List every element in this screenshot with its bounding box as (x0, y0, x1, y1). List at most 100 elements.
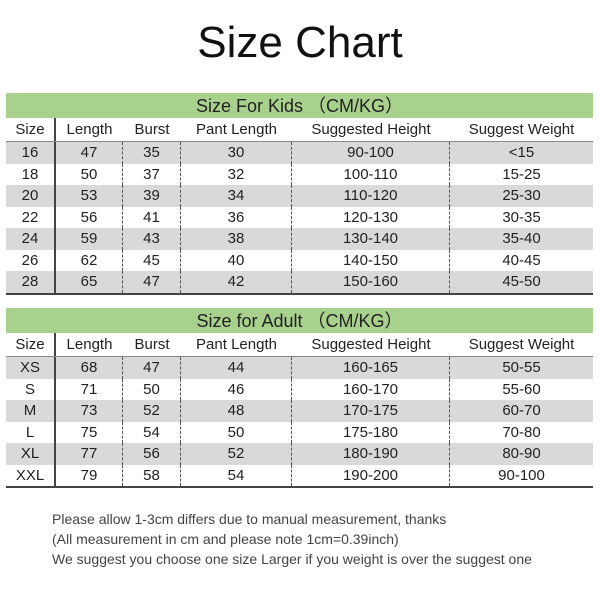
table-cell: 50 (123, 378, 181, 400)
table-row: S 71 50 46 160-170 55-60 (6, 378, 593, 400)
adult-table-banner: Size for Adult （CM/KG） (6, 308, 593, 333)
table-cell: S (6, 378, 56, 400)
table-cell: 55-60 (502, 380, 541, 398)
table-cell: 70-80 (502, 423, 541, 441)
column-header: Burst (134, 121, 170, 138)
table-row: L 75 54 50 175-180 70-80 (6, 421, 593, 443)
table-cell: 79 (56, 464, 123, 486)
table-cell: 120-130 (292, 206, 450, 228)
column-header: Length (66, 336, 113, 353)
table-cell: 52 (123, 400, 181, 422)
table-cell: 22 (6, 206, 56, 228)
table-cell: 80-90 (502, 445, 541, 462)
table-cell: 53 (56, 185, 123, 207)
table-cell: 45 (123, 249, 181, 271)
note-line: We suggest you choose one size Larger if… (52, 551, 532, 567)
column-header: Length (66, 121, 113, 138)
table-cell: 15-25 (502, 165, 541, 183)
kids-table-banner: Size For Kids （CM/KG） (6, 93, 593, 118)
table-cell: 50 (181, 421, 292, 443)
table-cell: 36 (181, 206, 292, 228)
table-cell: XS (6, 357, 56, 379)
table-cell: 48 (181, 400, 292, 422)
table-cell: 16 (6, 142, 56, 164)
table-cell: 180-190 (292, 443, 450, 465)
table-row: 20 53 39 34 110-120 25-30 (6, 185, 593, 207)
table-cell: 32 (181, 163, 292, 185)
table-cell: 170-175 (292, 400, 450, 422)
table-cell: 75 (56, 421, 123, 443)
table-cell: 46 (181, 378, 292, 400)
table-cell: 37 (123, 163, 181, 185)
table-cell: 62 (56, 249, 123, 271)
table-cell: 77 (56, 443, 123, 465)
table-cell: 24 (6, 228, 56, 250)
table-cell: 150-160 (292, 271, 450, 293)
table-cell: 25-30 (502, 187, 541, 204)
table-row: 28 65 47 42 150-160 45-50 (6, 271, 593, 293)
table-row: M 73 52 48 170-175 60-70 (6, 400, 593, 422)
table-cell: 47 (123, 271, 181, 293)
table-cell: 40-45 (502, 251, 541, 269)
table-row: XS 68 47 44 160-165 50-55 (6, 357, 593, 379)
table-cell: 65 (56, 271, 123, 293)
table-row: 26 62 45 40 140-150 40-45 (6, 249, 593, 271)
table-cell: XXL (6, 464, 56, 486)
column-header: Suggested Height (311, 121, 431, 138)
table-cell: M (6, 400, 56, 422)
header-row: Size Length Burst Pant Length Suggested Heig… (6, 333, 593, 357)
table-cell: 175-180 (292, 421, 450, 443)
table-cell: 73 (56, 400, 123, 422)
note-line: Please allow 1-3cm differs due to manual… (52, 511, 447, 527)
header-row: Size Length Burst Pant Length Suggested Heig… (6, 118, 593, 142)
table-cell: 39 (123, 185, 181, 207)
table-cell: 47 (123, 357, 181, 379)
column-header: Suggest Weight (468, 336, 575, 353)
table-cell: 35-40 (502, 230, 541, 247)
table-cell: 43 (123, 228, 181, 250)
table-cell: 45-50 (502, 273, 541, 290)
column-header: Size (6, 118, 56, 141)
table-cell: 90-100 (498, 466, 545, 484)
column-header: Size (6, 333, 56, 356)
table-cell: 42 (181, 271, 292, 293)
table-cell: 38 (181, 228, 292, 250)
table-row: XXL 79 58 54 190-200 90-100 (6, 464, 593, 486)
table-cell: 56 (56, 206, 123, 228)
table-cell: 130-140 (292, 228, 450, 250)
table-cell: XL (6, 443, 56, 465)
note-line: (All measurement in cm and please note 1… (52, 531, 399, 547)
table-cell: 140-150 (292, 249, 450, 271)
table-cell: 30 (181, 142, 292, 164)
table-cell: 54 (123, 421, 181, 443)
column-header: Suggest Weight (468, 121, 575, 138)
table-cell: 160-170 (292, 378, 450, 400)
table-cell: 44 (181, 357, 292, 379)
table-row: 18 50 37 32 100-110 15-25 (6, 163, 593, 185)
table-cell: 54 (181, 464, 292, 486)
table-cell: 100-110 (292, 163, 450, 185)
table-cell: 28 (6, 271, 56, 293)
table-cell: 58 (123, 464, 181, 486)
table-row: XL 77 56 52 180-190 80-90 (6, 443, 593, 465)
table-cell: 90-100 (292, 142, 450, 164)
table-cell: 50-55 (502, 359, 541, 376)
table-row: 22 56 41 36 120-130 30-35 (6, 206, 593, 228)
table-cell: 52 (181, 443, 292, 465)
column-header: Pant Length (196, 336, 277, 353)
table-cell: 68 (56, 357, 123, 379)
table-cell: 26 (6, 249, 56, 271)
table-row: 24 59 43 38 130-140 35-40 (6, 228, 593, 250)
table-cell: 47 (56, 142, 123, 164)
notes: Please allow 1-3cm differs due to manual… (52, 509, 532, 569)
table-cell: <15 (508, 144, 535, 161)
table-row: 16 47 35 30 90-100 <15 (6, 142, 593, 164)
table-cell: 56 (123, 443, 181, 465)
adult-size-table: Size for Adult （CM/KG） Size Length Burst Pa… (6, 308, 593, 488)
column-header: Pant Length (196, 121, 277, 138)
table-cell: 59 (56, 228, 123, 250)
table-cell: 60-70 (502, 402, 541, 419)
table-cell: L (6, 421, 56, 443)
table-cell: 160-165 (292, 357, 450, 379)
